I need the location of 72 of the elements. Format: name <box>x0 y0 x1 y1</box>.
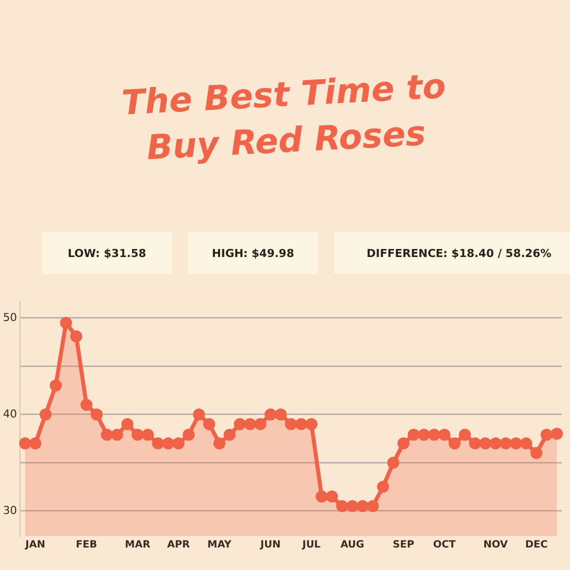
x-tick-label: JUN <box>259 540 281 551</box>
point <box>428 428 440 441</box>
x-tick-label: MAR <box>124 540 151 551</box>
point <box>19 437 32 450</box>
point <box>490 437 502 450</box>
point <box>285 418 297 430</box>
point <box>172 437 185 450</box>
point <box>295 418 308 430</box>
x-tick-label: SEP <box>392 540 414 551</box>
point <box>550 428 563 440</box>
point <box>305 418 318 430</box>
point <box>387 456 400 469</box>
point <box>366 500 379 512</box>
text: DIFFERENCE: $18.40 / 58.26% <box>334 232 570 274</box>
point <box>326 490 338 502</box>
point <box>213 437 226 450</box>
point <box>192 408 205 420</box>
x-tick-label: APR <box>167 540 190 551</box>
point <box>336 500 348 512</box>
point <box>469 437 482 450</box>
point <box>244 418 256 430</box>
point <box>397 437 410 450</box>
point <box>100 428 113 441</box>
point <box>540 428 553 441</box>
point <box>234 418 246 430</box>
point <box>274 408 287 420</box>
x-tick-label: FEB <box>76 540 98 551</box>
point <box>377 480 390 493</box>
point <box>70 330 82 342</box>
y-tick-label: 40 <box>2 407 17 420</box>
text: HIGH: $49.98 <box>188 232 318 274</box>
x-tick-label: JUL <box>301 540 322 551</box>
point <box>162 437 174 450</box>
point <box>121 418 134 430</box>
point <box>264 408 277 420</box>
point <box>438 428 450 441</box>
x-tick-label: JAN <box>24 540 46 551</box>
point <box>530 447 542 460</box>
point <box>203 418 216 430</box>
point <box>90 408 103 420</box>
point <box>418 428 430 441</box>
x-tick-label: AUG <box>340 540 364 551</box>
x-tick-label: OCT <box>433 540 456 551</box>
chart-title: The Best Time to Buy Red Roses <box>120 66 448 170</box>
point <box>254 418 266 430</box>
point <box>50 380 62 392</box>
point <box>60 316 72 329</box>
point <box>500 437 512 450</box>
point <box>479 437 492 450</box>
point <box>510 437 522 450</box>
point <box>346 500 358 512</box>
point <box>182 428 195 441</box>
point <box>224 428 236 441</box>
point <box>142 428 154 441</box>
point <box>520 437 532 450</box>
point <box>111 428 124 441</box>
point <box>316 490 328 502</box>
y-tick-label: 50 <box>2 310 17 324</box>
point <box>408 428 420 441</box>
point <box>458 428 471 441</box>
x-tick-label: DEC <box>525 540 548 551</box>
text: LOW: $31.58 <box>42 232 172 274</box>
y-tick-label: 30 <box>2 504 17 517</box>
point <box>40 408 52 420</box>
point <box>80 398 92 411</box>
point <box>132 428 144 441</box>
x-tick-label: MAY <box>207 540 232 551</box>
point <box>152 437 164 450</box>
point <box>29 437 42 450</box>
point <box>448 437 461 450</box>
x-tick-label: NOV <box>483 540 508 551</box>
point <box>356 500 369 512</box>
